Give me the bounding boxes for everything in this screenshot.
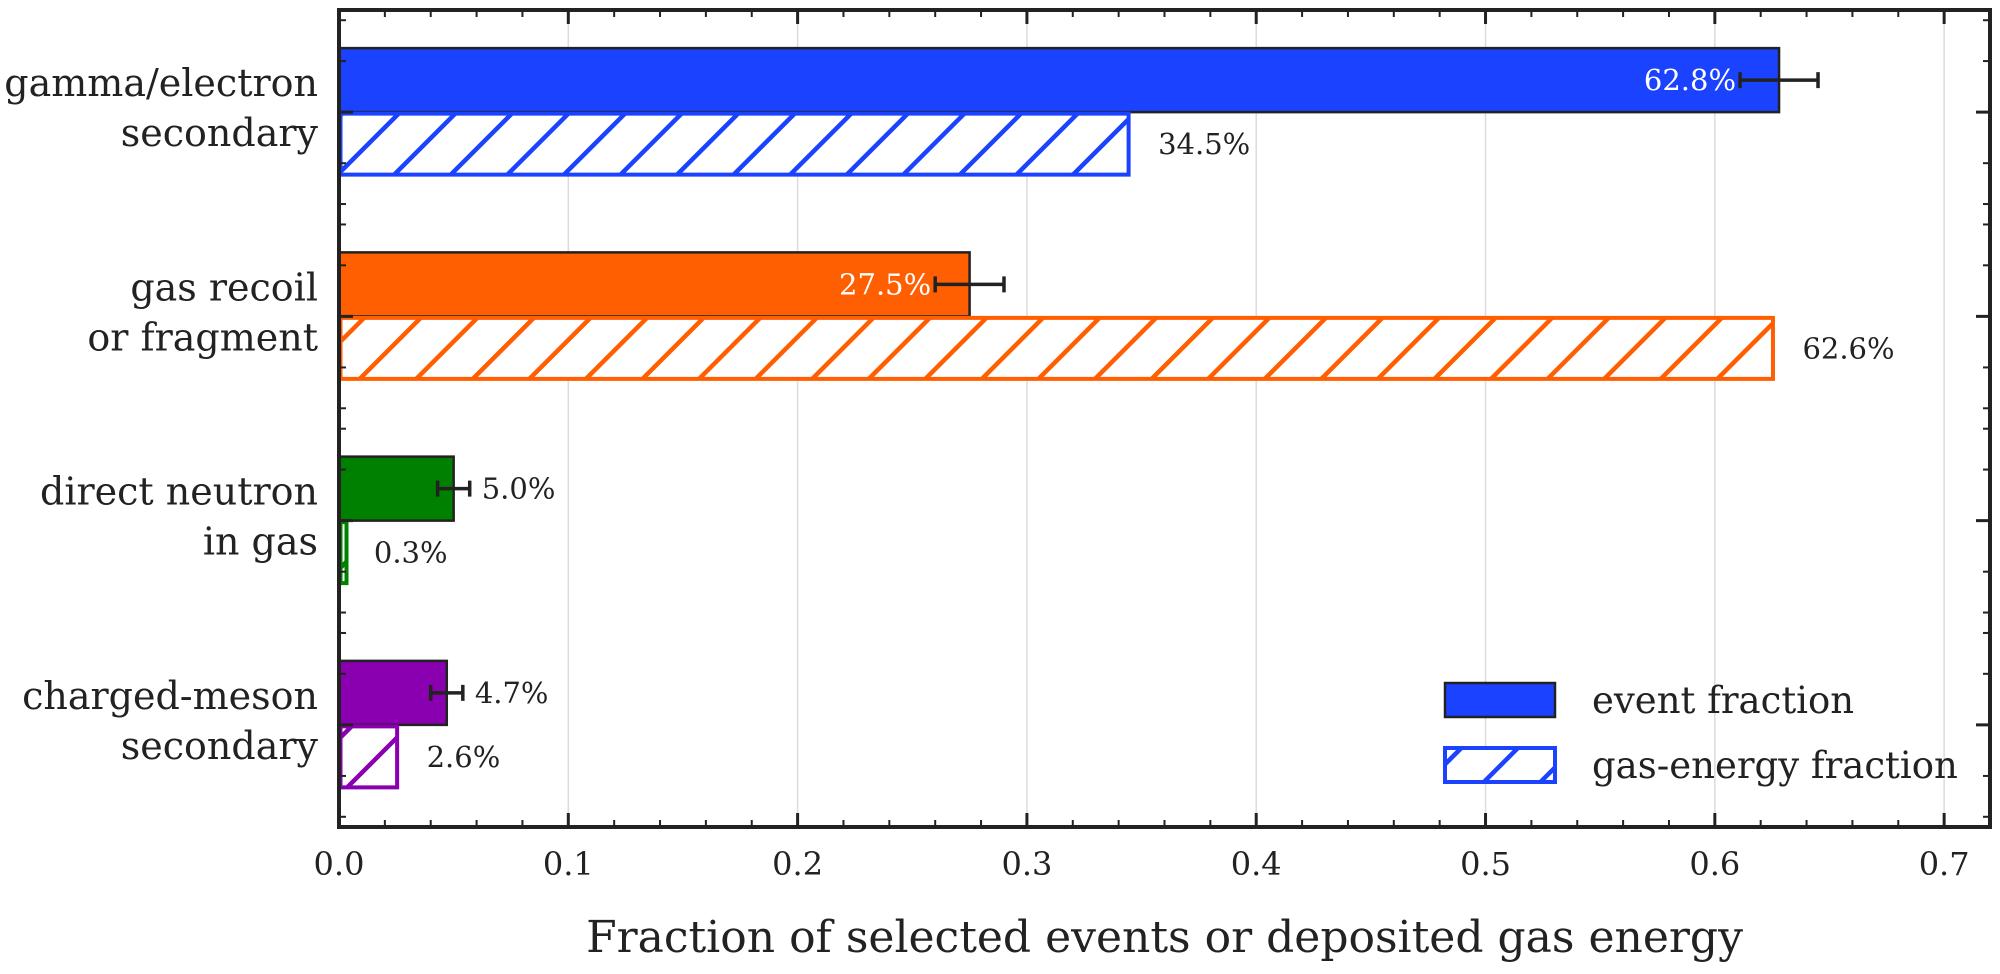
- gas-energy-fraction-value-label: 62.6%: [1802, 331, 1894, 365]
- category-label-line2: or fragment: [87, 315, 318, 359]
- gas-energy-fraction-value-label: 2.6%: [427, 740, 501, 774]
- x-tick-label: 0.5: [1460, 845, 1511, 883]
- gas-energy-fraction-bar: [338, 111, 1131, 177]
- x-axis-title: Fraction of selected events or deposited…: [586, 912, 1743, 963]
- legend-swatch-solid: [1443, 681, 1557, 719]
- gas-energy-fraction-value-label: 0.3%: [374, 536, 448, 570]
- category-label-line1: gamma/electron: [4, 61, 318, 105]
- event-fraction-value-label: 62.8%: [1644, 63, 1736, 97]
- x-tick-label: 0.3: [1001, 845, 1052, 883]
- gas-energy-fraction-value-label: 34.5%: [1158, 127, 1250, 161]
- x-tick-label: 0.4: [1231, 845, 1282, 883]
- category-label-line1: direct neutron: [40, 470, 318, 514]
- gas-energy-fraction-bar: [338, 520, 349, 586]
- category-label-line1: gas recoil: [130, 265, 318, 309]
- legend-label-event-fraction: event fraction: [1592, 679, 1854, 722]
- event-fraction-value-label: 5.0%: [482, 472, 556, 506]
- legend: event fraction gas-energy fraction: [1443, 679, 1958, 787]
- legend-label-gas-energy-fraction: gas-energy fraction: [1592, 744, 1958, 787]
- x-tick-label: 0.0: [314, 845, 365, 883]
- x-tick-label: 0.7: [1919, 845, 1970, 883]
- x-tick-label: 0.2: [772, 845, 823, 883]
- gas-energy-fraction-bar: [338, 315, 1775, 381]
- category-label-line2: secondary: [121, 724, 319, 768]
- category-labels: gamma/electron secondary gas recoil or frag…: [4, 61, 318, 768]
- axis-ticks: 0.0 0.1 0.2 0.3 0.4 0.5 0.6 0.7: [314, 10, 1990, 883]
- event-fraction-bar: [337, 455, 455, 522]
- x-tick-label: 0.1: [543, 845, 594, 883]
- event-fraction-value-label: 4.7%: [475, 676, 549, 710]
- x-tick-label: 0.6: [1689, 845, 1740, 883]
- value-labels: 62.8% 34.5% 27.5% 62.6% 5.0% 0.3% 4.7% 2.6%: [374, 63, 1895, 774]
- event-fraction-value-label: 27.5%: [839, 267, 931, 301]
- category-label-line1: charged-meson: [22, 674, 318, 718]
- category-label-line2: in gas: [203, 520, 318, 564]
- event-fraction-bar: [337, 46, 1781, 114]
- bars: [337, 46, 1820, 790]
- gas-energy-fraction-bar: [338, 724, 400, 790]
- category-label-line2: secondary: [121, 111, 319, 155]
- legend-swatch-hatched: [1443, 746, 1557, 784]
